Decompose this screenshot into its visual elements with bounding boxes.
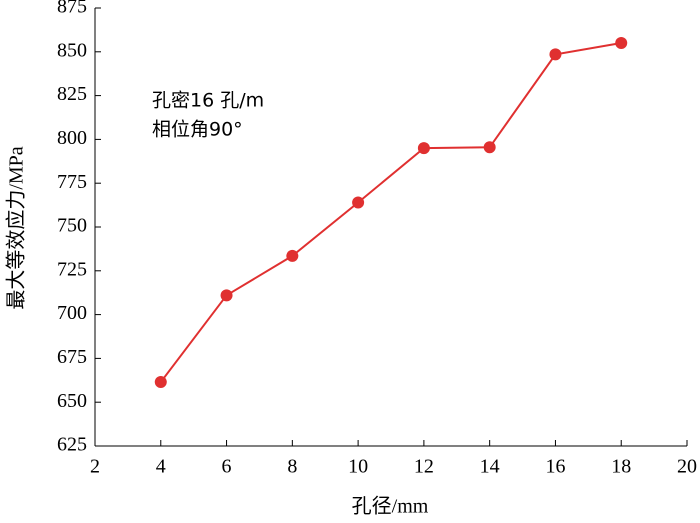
y-tick-label: 850 bbox=[57, 39, 87, 61]
y-tick-label: 800 bbox=[57, 127, 87, 149]
marker bbox=[154, 376, 167, 389]
y-tick-label: 725 bbox=[57, 258, 87, 280]
x-tick-label: 18 bbox=[611, 456, 631, 478]
y-tick-label: 875 bbox=[57, 0, 87, 18]
x-tick-label: 2 bbox=[90, 456, 100, 478]
y-axis-label: 最大等效应力/MPa bbox=[5, 146, 28, 309]
x-tick-label: 10 bbox=[348, 456, 368, 478]
y-tick-label: 750 bbox=[57, 215, 87, 237]
x-tick-label: 16 bbox=[545, 456, 565, 478]
x-tick-label: 12 bbox=[414, 456, 434, 478]
y-tick-label: 825 bbox=[57, 83, 87, 105]
x-tick-label: 4 bbox=[156, 456, 166, 478]
y-tick-label: 625 bbox=[57, 434, 87, 456]
y-tick-label: 675 bbox=[57, 346, 87, 368]
x-tick-label: 14 bbox=[480, 456, 500, 478]
x-axis-label: 孔径/mm bbox=[352, 495, 429, 518]
y-tick-label: 700 bbox=[57, 302, 87, 324]
marker bbox=[549, 48, 562, 61]
line bbox=[159, 42, 622, 383]
annotation: 孔密16 孔/m bbox=[152, 90, 264, 112]
y-tick-label: 775 bbox=[57, 171, 87, 193]
marker bbox=[615, 37, 628, 50]
marker bbox=[286, 249, 299, 262]
x-tick-label: 6 bbox=[222, 456, 232, 478]
x-tick-label: 20 bbox=[677, 456, 697, 478]
marker bbox=[352, 196, 365, 209]
marker bbox=[483, 141, 496, 154]
annotation: 相位角90° bbox=[152, 119, 243, 141]
marker bbox=[220, 289, 233, 302]
x-tick-label: 8 bbox=[287, 456, 297, 478]
marker bbox=[417, 142, 430, 155]
y-tick-label: 650 bbox=[57, 390, 87, 412]
